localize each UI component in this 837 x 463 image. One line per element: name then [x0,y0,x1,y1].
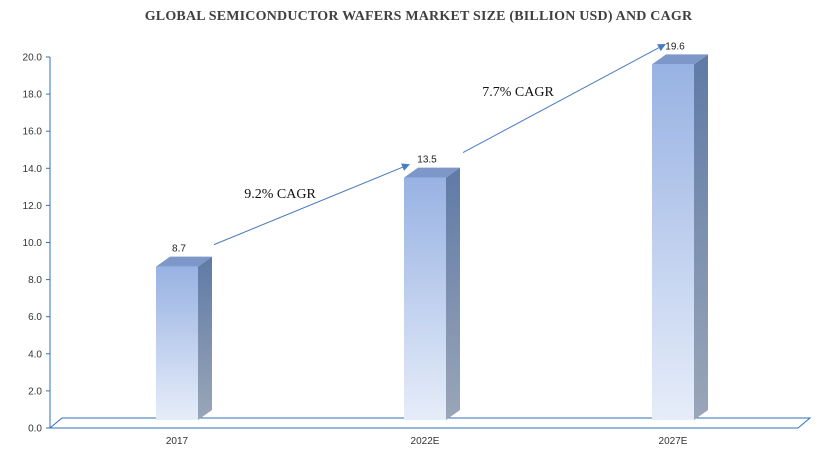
bar-side-face [198,256,212,420]
bar-front-face [156,266,198,420]
bar-2027E: 19.6 [652,41,708,421]
x-tick-label: 2022E [411,436,440,447]
bar-side-face [446,167,460,420]
y-tick-label: 6.0 [28,312,42,323]
y-tick-label: 14.0 [23,164,43,175]
chart-floor [48,417,812,429]
bar-top-face [404,167,460,178]
y-tick-label: 4.0 [28,349,42,360]
y-tick-label: 12.0 [23,201,43,212]
x-tick-label: 2017 [166,436,189,447]
y-tick-label: 0.0 [28,424,42,435]
bar-top-face [652,54,708,65]
bar-2022E: 13.5 [404,155,460,420]
bar-value-label: 8.7 [172,244,186,255]
cagr-label: 9.2% CAGR [244,187,316,202]
cagr-label: 7.7% CAGR [482,85,554,100]
bar-front-face [652,64,694,421]
bars: 8.7 13.5 19.6 [156,41,708,421]
y-tick-label: 16.0 [23,127,43,138]
bar-front-face [404,177,446,420]
bar-side-face [694,54,708,421]
bar-value-label: 19.6 [665,41,685,52]
y-tick-label: 10.0 [23,238,43,249]
bar-value-label: 13.5 [417,155,437,166]
y-tick-label: 20.0 [23,53,43,64]
chart-title: GLOBAL SEMICONDUCTOR WAFERS MARKET SIZE … [144,9,693,24]
bar-top-face [156,256,212,267]
cagr-arrow [213,163,410,246]
cagr-annotations: 9.2% CAGR 7.7% CAGR [213,43,666,246]
y-tick-label: 2.0 [28,386,42,397]
cagr-arrow [462,43,666,154]
y-tick-label: 18.0 [23,90,43,101]
axes: 0.0 2.0 4.0 6.0 8.0 10.0 12.0 14.0 16.0 18.0 20.0 2… [23,53,812,447]
bar-2017: 8.7 [156,244,212,420]
x-tick-label: 2027E [659,436,688,447]
y-tick-label: 8.0 [28,275,42,286]
